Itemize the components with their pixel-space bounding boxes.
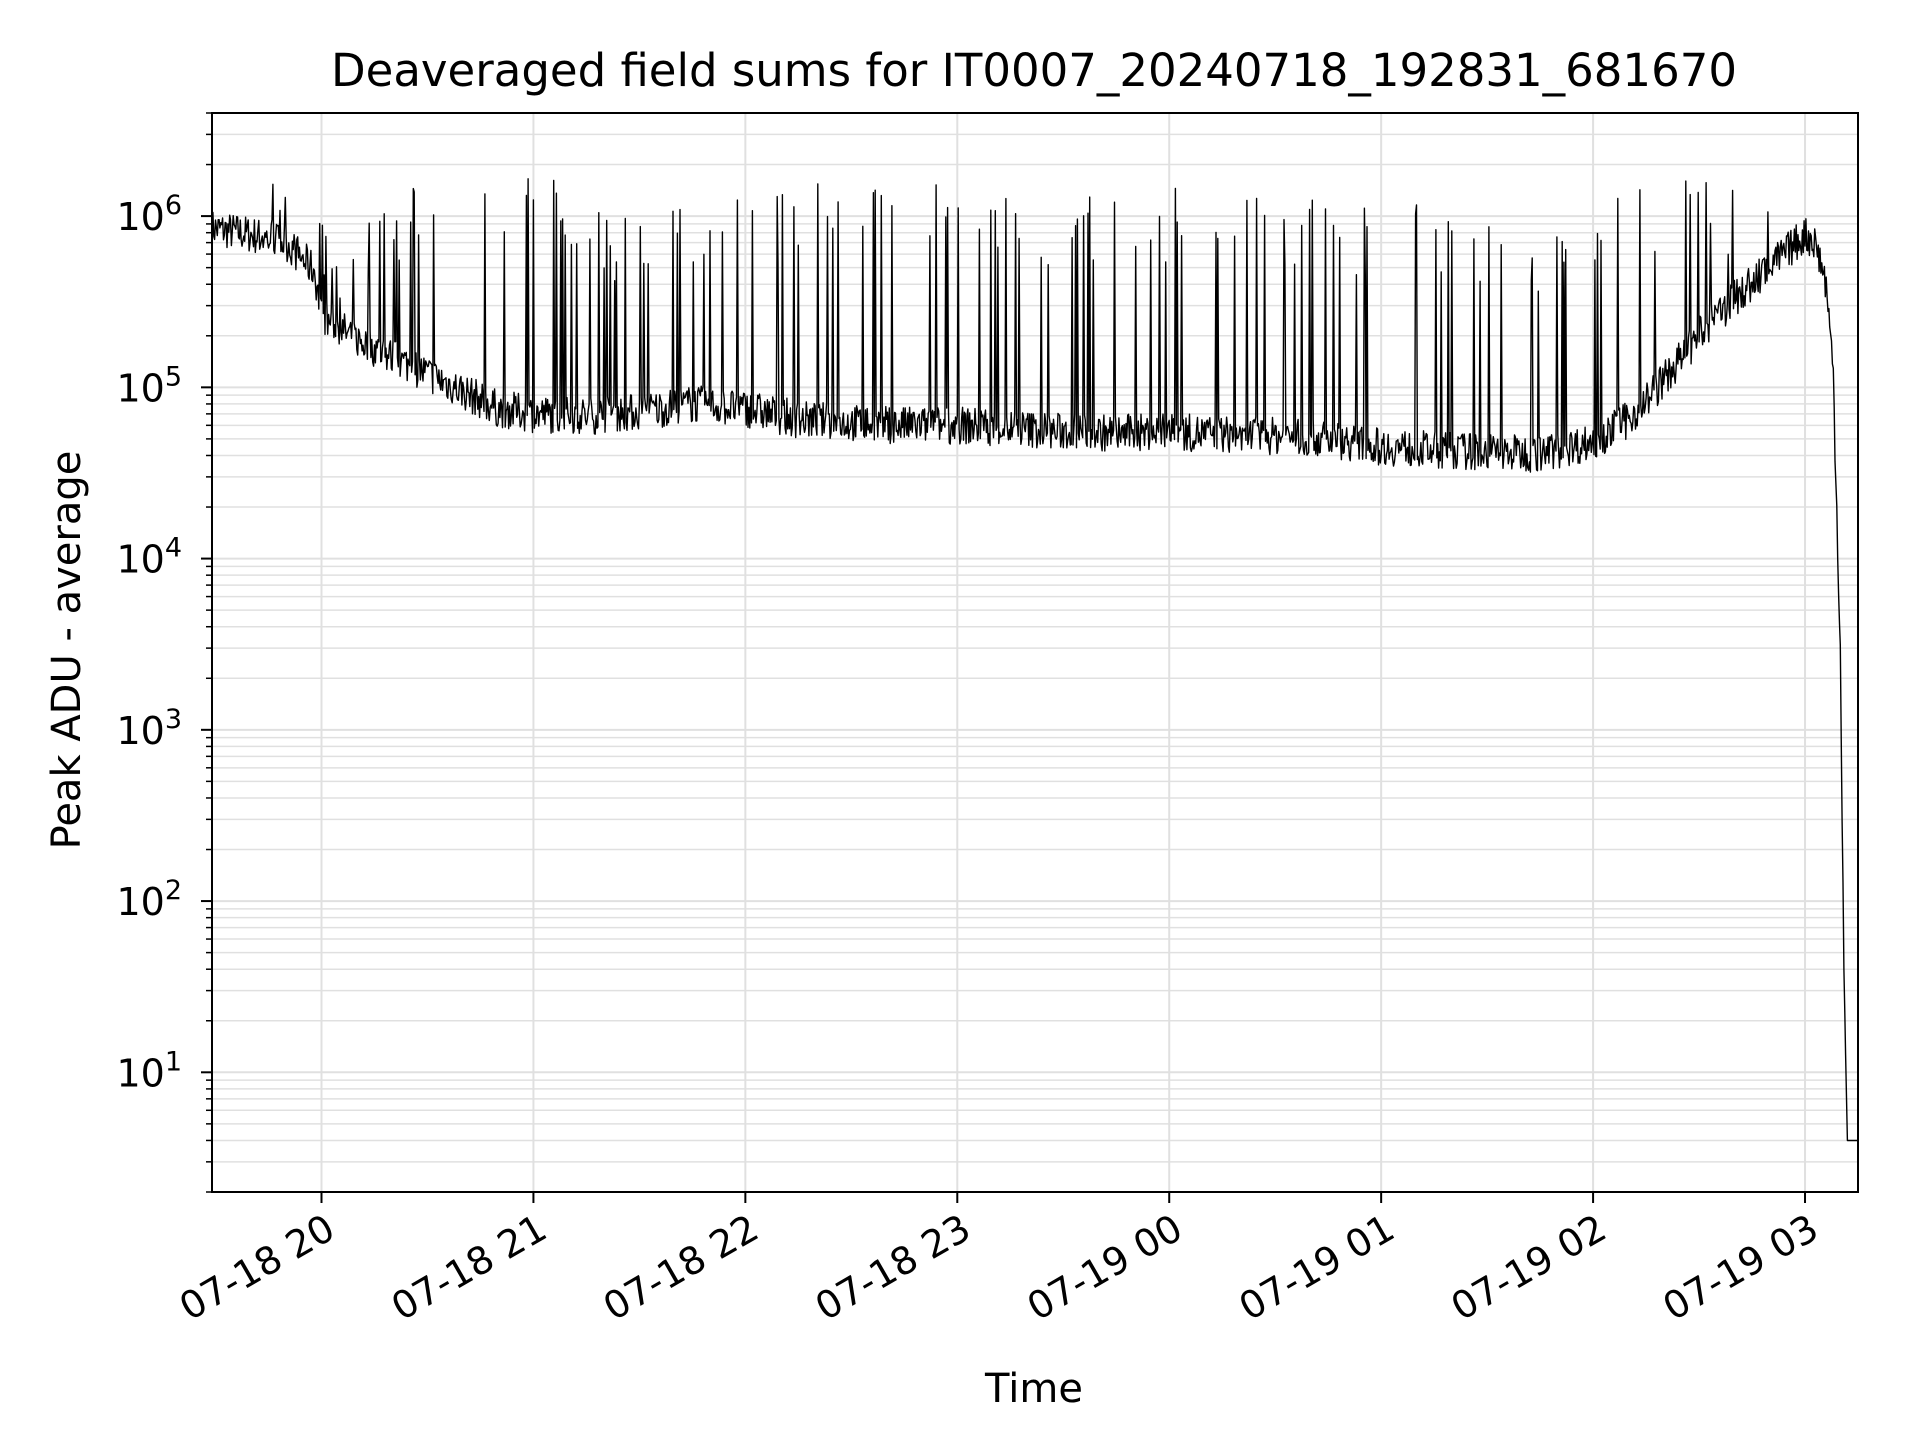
y-tick-label: 104 [116,533,182,582]
plot-frame [211,112,1859,1193]
y-tick-label: 101 [116,1046,182,1095]
y-axis-label: Peak ADU - average [44,451,90,850]
plot-area [211,178,1858,1142]
y-tick-label: 103 [116,704,182,753]
series-line [211,178,1858,1142]
chart-title: Deaveraged field sums for IT0007_2024071… [331,44,1737,97]
y-axis: 101 102 103 104 105 106 [116,112,212,1193]
y-tick-label: 105 [116,361,182,410]
y-tick-label: 106 [116,190,182,239]
y-tick-label: 102 [116,875,182,924]
x-axis-label: Time [984,1366,1083,1412]
